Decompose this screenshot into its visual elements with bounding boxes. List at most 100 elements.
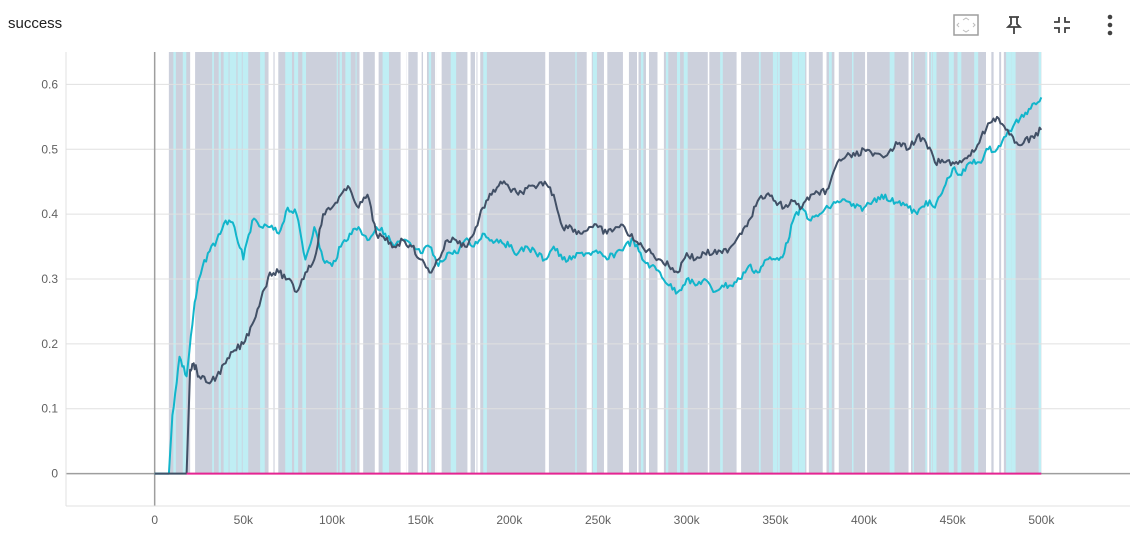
y-tick-label: 0 xyxy=(51,467,58,481)
pin-button[interactable] xyxy=(990,10,1038,40)
coverage-band xyxy=(229,52,237,474)
coverage-band xyxy=(190,52,196,474)
coverage-band xyxy=(974,52,979,474)
x-tick-label: 0 xyxy=(151,513,158,527)
coverage-band xyxy=(908,52,911,474)
y-tick-label: 0.3 xyxy=(41,272,58,286)
coverage-band xyxy=(985,52,992,474)
coverage-band xyxy=(736,52,742,474)
coverage-band xyxy=(806,52,809,474)
coverage-band xyxy=(223,52,229,474)
coverage-band xyxy=(274,52,279,474)
fit-to-data-icon xyxy=(953,14,979,36)
coverage-band xyxy=(948,52,954,474)
coverage-band xyxy=(636,52,639,474)
coverage-band xyxy=(374,52,379,474)
coverage-band xyxy=(218,52,221,474)
coverage-band xyxy=(483,52,487,474)
coverage-band xyxy=(957,52,962,474)
coverage-band xyxy=(575,52,577,474)
coverage-band xyxy=(640,52,644,474)
coverage-band xyxy=(822,52,827,474)
coverage-band xyxy=(927,52,930,474)
x-tick-label: 100k xyxy=(319,513,346,527)
fullscreen-exit-icon xyxy=(1054,17,1070,33)
fullscreen-exit-button[interactable] xyxy=(1038,10,1086,40)
more-options-button[interactable] xyxy=(1086,10,1134,40)
coverage-band xyxy=(925,52,927,474)
x-tick-labels: 0 50k 100k 150k 200k 250k 300k 350k 400k 450k 500k xyxy=(151,513,1055,527)
coverage-band xyxy=(477,52,481,474)
y-tick-label: 0.2 xyxy=(41,337,58,351)
coverage-band xyxy=(930,52,933,474)
x-tick-label: 200k xyxy=(496,513,523,527)
pin-icon xyxy=(1006,16,1022,34)
coverage-band xyxy=(592,52,597,474)
coverage-band xyxy=(268,52,274,474)
coverage-band xyxy=(1011,52,1016,474)
coverage-band xyxy=(683,52,688,474)
coverage-band xyxy=(355,52,357,474)
coverage-band xyxy=(400,52,407,474)
x-tick-label: 300k xyxy=(674,513,701,527)
series-line xyxy=(154,97,1043,475)
series-line xyxy=(154,115,1043,475)
x-tick-label: 50k xyxy=(234,513,254,527)
coverage-band xyxy=(865,52,868,474)
x-tick-label: 450k xyxy=(940,513,967,527)
coverage-band xyxy=(382,52,389,474)
coverage-band xyxy=(212,52,214,474)
coverage-band xyxy=(933,52,937,474)
x-tick-label: 500k xyxy=(1028,513,1055,527)
coverage-band xyxy=(467,52,471,474)
coverage-band xyxy=(798,52,806,474)
coverage-band xyxy=(417,52,422,474)
coverage-band xyxy=(758,52,761,474)
coverage-band xyxy=(302,52,307,474)
coverage-band xyxy=(336,52,338,474)
y-tick-label: 0.4 xyxy=(41,207,58,221)
coverage-band xyxy=(912,52,914,474)
coverage-band xyxy=(1006,52,1012,474)
card-header: success xyxy=(0,0,1144,48)
coverage-band xyxy=(345,52,351,474)
x-tick-label: 350k xyxy=(762,513,789,527)
coverage-band xyxy=(622,52,629,474)
coverage-band xyxy=(173,52,176,474)
y-tick-labels: 0 0.1 0.2 0.3 0.4 0.5 0.6 xyxy=(41,77,58,480)
coverage-band xyxy=(237,52,242,474)
coverage-band xyxy=(242,52,249,474)
fit-to-data-button[interactable] xyxy=(942,10,990,40)
chart-toolbar xyxy=(942,10,1134,40)
coverage-band xyxy=(851,52,854,474)
coverage-band xyxy=(777,52,780,474)
chart-title: success xyxy=(8,15,63,32)
coverage-band xyxy=(993,52,1000,474)
coverage-band xyxy=(285,52,292,474)
line-chart[interactable]: 0 50k 100k 150k 200k 250k 300k 350k 400k 450k 500k… xyxy=(0,48,1144,556)
coverage-band xyxy=(792,52,799,474)
coverage-band xyxy=(406,52,409,474)
coverage-band xyxy=(834,52,839,474)
coverage-band xyxy=(657,52,664,474)
y-tick-label: 0.6 xyxy=(41,77,58,91)
coverage-band xyxy=(889,52,895,474)
coverage-band xyxy=(339,52,342,474)
coverage-band xyxy=(182,52,187,474)
x-tick-label: 400k xyxy=(851,513,878,527)
coverage-band xyxy=(450,52,457,474)
coverage-band xyxy=(545,52,549,474)
coverage-band xyxy=(1038,52,1042,474)
coverage-band xyxy=(428,52,432,474)
coverage-band xyxy=(474,52,477,474)
coverage-band xyxy=(603,52,608,474)
coverage-band xyxy=(260,52,265,474)
coverage-band xyxy=(359,52,364,474)
series-lines xyxy=(154,97,1043,475)
coverage-band xyxy=(707,52,710,474)
coverage-band xyxy=(828,52,832,474)
coverage-band xyxy=(772,52,778,474)
x-tick-label: 250k xyxy=(585,513,612,527)
y-tick-label: 0.5 xyxy=(41,142,58,156)
coverage-band xyxy=(720,52,723,474)
